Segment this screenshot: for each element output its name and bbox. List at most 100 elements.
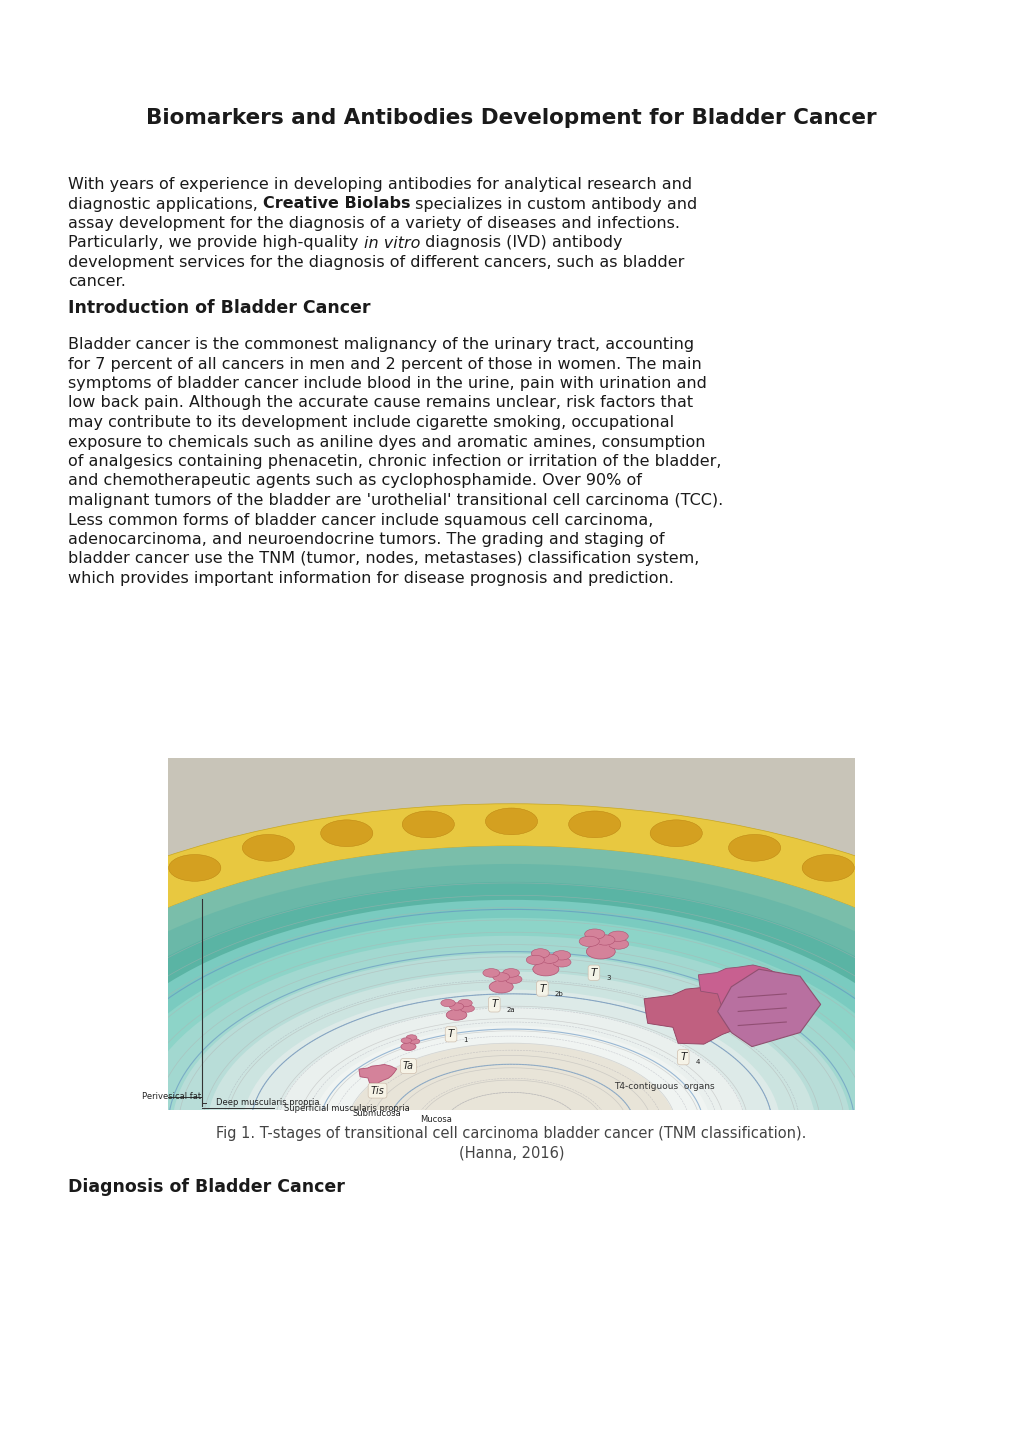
Text: assay development for the diagnosis of a variety of diseases and infections.: assay development for the diagnosis of a… xyxy=(68,216,680,232)
Circle shape xyxy=(594,935,615,946)
Text: specializes in custom antibody and: specializes in custom antibody and xyxy=(410,197,698,211)
Text: cancer.: cancer. xyxy=(68,275,126,290)
Circle shape xyxy=(493,973,509,982)
Text: diagnosis (IVD) antibody: diagnosis (IVD) antibody xyxy=(420,236,623,251)
Circle shape xyxy=(533,963,559,976)
Text: Biomarkers and Antibodies Development for Bladder Cancer: Biomarkers and Antibodies Development fo… xyxy=(146,109,877,127)
Circle shape xyxy=(585,930,605,940)
Text: Fig 1. T-stages of transitional cell carcinoma bladder cancer (TNM classificatio: Fig 1. T-stages of transitional cell car… xyxy=(216,1127,807,1141)
Wedge shape xyxy=(0,846,1023,1128)
Text: Ta: Ta xyxy=(403,1061,414,1072)
Text: T: T xyxy=(539,983,545,993)
Circle shape xyxy=(489,980,514,993)
Wedge shape xyxy=(347,1044,676,1128)
Text: 2a: 2a xyxy=(506,1006,516,1012)
Circle shape xyxy=(320,820,372,847)
Wedge shape xyxy=(242,989,781,1128)
Wedge shape xyxy=(0,804,1023,1128)
Circle shape xyxy=(870,879,922,906)
Text: T: T xyxy=(680,1053,686,1063)
Polygon shape xyxy=(644,985,765,1044)
Text: Mucosa: Mucosa xyxy=(420,1115,452,1124)
Text: which provides important information for disease prognosis and prediction.: which provides important information for… xyxy=(68,571,674,586)
Text: symptoms of bladder cancer include blood in the urine, pain with urination and: symptoms of bladder cancer include blood… xyxy=(68,376,707,391)
Circle shape xyxy=(402,811,454,838)
Circle shape xyxy=(483,969,499,977)
Text: in vitro: in vitro xyxy=(363,236,420,251)
Text: Superficial muscularis propria: Superficial muscularis propria xyxy=(284,1103,410,1114)
Wedge shape xyxy=(277,1008,746,1128)
Circle shape xyxy=(242,834,295,862)
Circle shape xyxy=(569,811,621,838)
Text: of analgesics containing phenacetin, chronic infection or irritation of the blad: of analgesics containing phenacetin, chr… xyxy=(68,455,721,469)
Circle shape xyxy=(169,854,221,882)
Circle shape xyxy=(0,943,42,970)
Text: 1: 1 xyxy=(463,1037,468,1043)
Text: Perivesical fat: Perivesical fat xyxy=(142,1092,201,1102)
Circle shape xyxy=(101,879,153,906)
Circle shape xyxy=(540,954,559,963)
Text: development services for the diagnosis of different cancers, such as bladder: development services for the diagnosis o… xyxy=(68,255,684,269)
Text: Diagnosis of Bladder Cancer: Diagnosis of Bladder Cancer xyxy=(68,1179,345,1196)
Circle shape xyxy=(502,969,520,977)
Text: for 7 percent of all cancers in men and 2 percent of those in women. The main: for 7 percent of all cancers in men and … xyxy=(68,356,702,372)
Text: low back pain. Although the accurate cause remains unclear, risk factors that: low back pain. Although the accurate cau… xyxy=(68,395,694,410)
Text: Less common forms of bladder cancer include squamous cell carcinoma,: Less common forms of bladder cancer incl… xyxy=(68,513,654,527)
Text: adenocarcinoma, and neuroendocrine tumors. The grading and staging of: adenocarcinoma, and neuroendocrine tumor… xyxy=(68,531,665,547)
Text: and chemotherapeutic agents such as cyclophosphamide. Over 90% of: and chemotherapeutic agents such as cycl… xyxy=(68,473,641,488)
Circle shape xyxy=(579,937,599,947)
Wedge shape xyxy=(68,899,955,1128)
Circle shape xyxy=(406,1035,417,1040)
Circle shape xyxy=(460,1005,475,1012)
Circle shape xyxy=(552,951,571,960)
Wedge shape xyxy=(312,1025,711,1128)
Circle shape xyxy=(441,999,455,1006)
Wedge shape xyxy=(383,1061,640,1128)
Wedge shape xyxy=(137,935,886,1128)
Polygon shape xyxy=(717,969,820,1047)
Circle shape xyxy=(930,909,982,935)
Bar xyxy=(168,757,855,1111)
Circle shape xyxy=(608,931,628,941)
Text: 4: 4 xyxy=(696,1060,700,1066)
Text: Submucosa: Submucosa xyxy=(352,1109,401,1118)
Polygon shape xyxy=(699,964,780,1005)
Circle shape xyxy=(41,909,93,935)
Circle shape xyxy=(552,957,571,967)
Circle shape xyxy=(401,1038,411,1043)
Text: T: T xyxy=(491,999,497,1009)
Wedge shape xyxy=(102,918,921,1128)
Text: Creative Biolabs: Creative Biolabs xyxy=(263,197,410,211)
Text: Particularly, we provide high-quality: Particularly, we provide high-quality xyxy=(68,236,363,251)
Text: Deep muscularis propria: Deep muscularis propria xyxy=(217,1099,320,1108)
Circle shape xyxy=(526,956,544,964)
Wedge shape xyxy=(0,864,1023,1128)
Circle shape xyxy=(446,1009,466,1021)
Text: Bladder cancer is the commonest malignancy of the urinary tract, accounting: Bladder cancer is the commonest malignan… xyxy=(68,337,695,352)
Text: Introduction of Bladder Cancer: Introduction of Bladder Cancer xyxy=(68,298,370,317)
Circle shape xyxy=(531,948,549,959)
Text: T: T xyxy=(448,1030,454,1040)
Text: may contribute to its development include cigarette smoking, occupational: may contribute to its development includ… xyxy=(68,416,674,430)
Circle shape xyxy=(728,834,781,862)
Text: With years of experience in developing antibodies for analytical research and: With years of experience in developing a… xyxy=(68,177,693,193)
Circle shape xyxy=(505,975,522,983)
Polygon shape xyxy=(359,1064,397,1083)
Circle shape xyxy=(802,854,854,882)
Circle shape xyxy=(449,1003,463,1011)
Circle shape xyxy=(458,999,473,1006)
Text: exposure to chemicals such as aniline dyes and aromatic amines, consumption: exposure to chemicals such as aniline dy… xyxy=(68,434,706,449)
Circle shape xyxy=(409,1038,419,1044)
Text: 2b: 2b xyxy=(554,990,564,996)
Circle shape xyxy=(651,820,703,847)
Text: 3: 3 xyxy=(607,975,611,980)
Wedge shape xyxy=(32,882,991,1128)
Text: bladder cancer use the TNM (tumor, nodes, metastases) classification system,: bladder cancer use the TNM (tumor, nodes… xyxy=(68,552,700,566)
Circle shape xyxy=(609,938,628,950)
Circle shape xyxy=(485,808,538,834)
Text: T4-contiguous  organs: T4-contiguous organs xyxy=(615,1082,715,1090)
Text: T: T xyxy=(590,967,597,977)
Text: (Hanna, 2016): (Hanna, 2016) xyxy=(458,1145,565,1161)
Text: Tis: Tis xyxy=(370,1086,385,1096)
Text: malignant tumors of the bladder are 'urothelial' transitional cell carcinoma (TC: malignant tumors of the bladder are 'uro… xyxy=(68,492,723,508)
